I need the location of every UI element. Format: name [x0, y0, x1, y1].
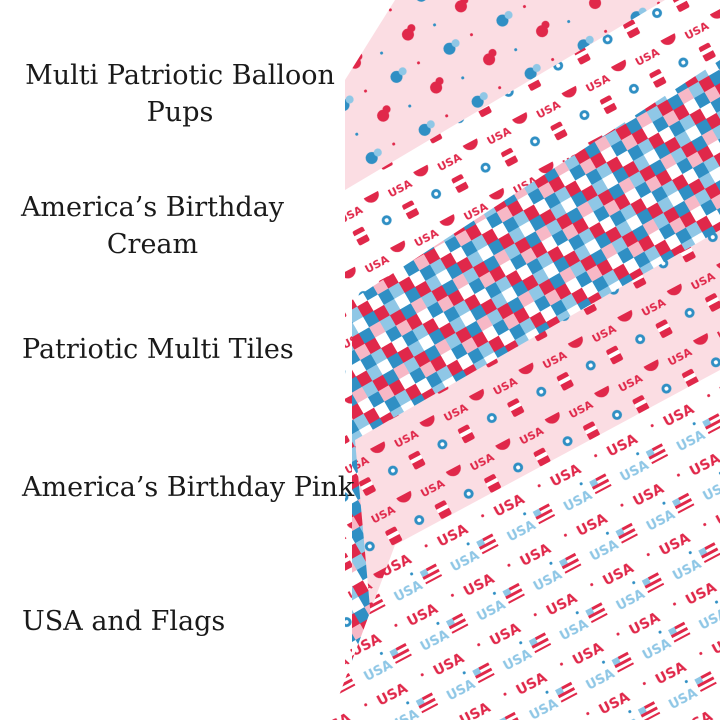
product-label-usa-and-flags: USA and Flags — [22, 603, 225, 640]
label-line: USA and Flags — [22, 606, 226, 637]
swatch-usa-and-flags — [330, 370, 720, 720]
product-label-americas-birthday-pink: America’s Birthday Pink — [22, 469, 354, 506]
label-line: Cream — [106, 229, 199, 260]
label-line: America’s Birthday Pink — [22, 472, 355, 503]
label-line: Multi Patriotic Balloon — [25, 60, 335, 91]
product-label-patriotic-multi-tiles: Patriotic Multi Tiles — [22, 331, 294, 368]
product-label-americas-birthday-cream: America’s Birthday Cream — [0, 189, 305, 263]
label-line: Patriotic Multi Tiles — [22, 334, 294, 365]
product-label-multi-patriotic-balloon-pups: Multi Patriotic Balloon Pups — [0, 57, 360, 131]
label-line: America’s Birthday — [20, 192, 285, 223]
label-line: Pups — [146, 97, 214, 128]
